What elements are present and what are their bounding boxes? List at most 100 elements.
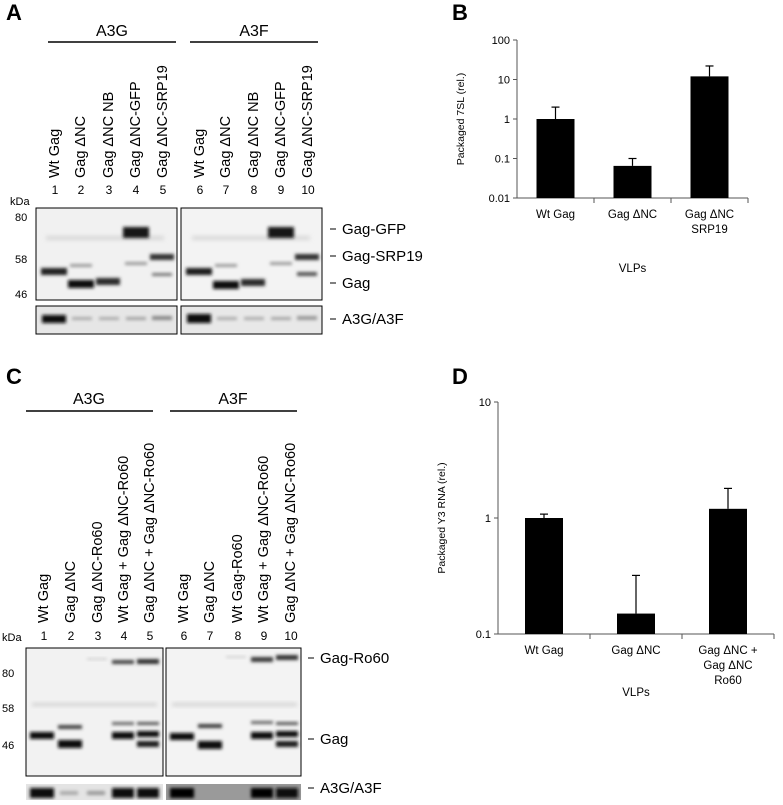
panel-letter-c: C	[6, 364, 22, 389]
marker-80-a: 80	[15, 212, 27, 224]
y-tick-label: 0.1	[476, 629, 491, 641]
category-label: Gag ΔNC	[703, 660, 752, 672]
marker-80-c: 80	[2, 668, 14, 680]
lane-number: 1	[41, 629, 48, 643]
lane-number: 8	[251, 183, 258, 197]
band-label-gag-gfp: Gag-GFP	[342, 221, 406, 238]
kda-label-a: kDa	[10, 196, 30, 208]
marker-46-c: 46	[2, 740, 14, 752]
y-tick-label: 0.01	[489, 193, 510, 205]
category-label: Wt Gag	[525, 645, 564, 657]
blot-c-left	[25, 647, 164, 777]
bar	[613, 165, 652, 198]
bands-a	[41, 227, 319, 323]
lane-label: Gag ΔNC	[63, 561, 79, 623]
band-label-gag-a: Gag	[342, 275, 370, 292]
y-tick-label: 1	[504, 114, 510, 126]
y-tick-label: 100	[492, 35, 510, 47]
lane-numbers-a: 1 2 3 4 5 6 7 8 9 10	[52, 183, 315, 197]
category-label: Gag ΔNC	[611, 645, 660, 657]
y-tick-label: 0.1	[495, 154, 510, 166]
lane-numbers-c: 1 2 3 4 5 6 7 8 9 10	[41, 629, 298, 643]
lane-label: Wt Gag-Ro60	[230, 534, 246, 623]
panel-d: D 0.1 1 10 Wt Gag Gag ΔNC Gag ΔNC + Gag ΔNC Ro6…	[436, 364, 775, 699]
lane-number: 10	[301, 183, 315, 197]
bands-c	[30, 655, 298, 798]
category-label: SRP19	[691, 224, 727, 236]
panel-c: C A3G A3F Wt Gag Gag ΔNC Gag ΔNC-Ro60 Wt Ga…	[2, 364, 389, 800]
group-label-a3f: A3F	[239, 23, 269, 40]
y-tick-label: 10	[479, 397, 491, 409]
y-tick-label: 1	[485, 513, 491, 525]
lane-label: Wt Gag	[192, 129, 208, 178]
band-label-gag-srp19: Gag-SRP19	[342, 248, 423, 265]
bar	[617, 613, 655, 634]
lane-number: 9	[261, 629, 268, 643]
bar	[536, 119, 575, 198]
lane-label: Gag ΔNC	[218, 116, 234, 178]
lane-number: 10	[284, 629, 298, 643]
group-label-a3g: A3G	[96, 23, 128, 40]
chart-b: 0.01 0.1 1 10 100 Wt Gag Gag ΔNC Gag ΔNC SRP19 Pa…	[455, 35, 749, 275]
panel-letter-a: A	[6, 0, 22, 25]
lane-label: Wt Gag	[47, 129, 63, 178]
lane-label: Wt Gag + Gag ΔNC-Ro60	[256, 456, 272, 623]
band-label-a3g-a3f-a: A3G/A3F	[342, 311, 404, 328]
lane-number: 5	[160, 183, 167, 197]
panel-letter-b: B	[452, 0, 468, 25]
lane-label: Gag ΔNC-GFP	[128, 81, 144, 178]
lane-label: Gag ΔNC-GFP	[273, 81, 289, 178]
y-axis-title: Packaged 7SL (rel.)	[455, 73, 467, 165]
chart-d: 0.1 1 10 Wt Gag Gag ΔNC Gag ΔNC + Gag ΔNC Ro60 P…	[436, 397, 775, 699]
bar	[690, 76, 729, 198]
lane-number: 6	[181, 629, 188, 643]
group-label-a3g-c: A3G	[73, 391, 105, 408]
lane-label: Gag ΔNC-SRP19	[155, 65, 171, 178]
marker-58-a: 58	[15, 254, 27, 266]
lane-label: Gag ΔNC	[73, 116, 89, 178]
panel-a: A A3G A3F Wt Gag Gag ΔNC Gag ΔNC NB Gag ΔNC…	[6, 0, 423, 335]
lane-number: 3	[95, 629, 102, 643]
lane-label: Wt Gag	[176, 574, 192, 623]
lane-number: 8	[235, 629, 242, 643]
lane-number: 7	[223, 183, 230, 197]
lane-number: 3	[106, 183, 113, 197]
panel-b: B 0.01 0.1 1 10 100 Wt Gag Gag ΔNC Gag ΔNC SRP19…	[452, 0, 749, 275]
lane-number: 1	[52, 183, 59, 197]
marker-58-c: 58	[2, 703, 14, 715]
lane-number: 2	[78, 183, 85, 197]
bar	[525, 518, 563, 634]
group-label-a3f-c: A3F	[218, 391, 248, 408]
category-label: Ro60	[714, 675, 742, 687]
lane-number: 4	[133, 183, 140, 197]
x-axis-title: VLPs	[619, 263, 647, 275]
lane-label: Wt Gag	[36, 574, 52, 623]
lane-labels-a: Wt Gag Gag ΔNC Gag ΔNC NB Gag ΔNC-GFP Gag ΔN…	[47, 65, 316, 178]
category-label: Gag ΔNC	[685, 209, 734, 221]
band-label-a3g-a3f-c: A3G/A3F	[320, 780, 382, 797]
bar	[709, 508, 747, 634]
category-label: Wt Gag	[536, 209, 575, 221]
blot-c-right	[165, 647, 302, 777]
x-axis-title: VLPs	[622, 687, 650, 699]
band-labels-c: Gag-Ro60 Gag A3G/A3F	[308, 650, 389, 797]
y-axis-title: Packaged Y3 RNA (rel.)	[436, 462, 448, 573]
lane-label: Wt Gag + Gag ΔNC-Ro60	[116, 456, 132, 623]
y-tick-label: 10	[498, 75, 510, 87]
kda-label-c: kDa	[2, 632, 22, 644]
lane-number: 2	[68, 629, 75, 643]
category-label: Gag ΔNC	[608, 209, 657, 221]
lane-label: Gag ΔNC NB	[101, 92, 117, 178]
lane-label: Gag ΔNC	[202, 561, 218, 623]
lane-number: 5	[147, 629, 154, 643]
lane-number: 7	[207, 629, 214, 643]
lane-label: Gag ΔNC + Gag ΔNC-Ro60	[142, 443, 158, 623]
lane-number: 4	[121, 629, 128, 643]
lane-label: Gag ΔNC NB	[246, 92, 262, 178]
band-labels-a: Gag-GFP Gag-SRP19 Gag A3G/A3F	[330, 221, 423, 328]
panel-letter-d: D	[452, 364, 468, 389]
lane-number: 6	[197, 183, 204, 197]
category-label: Gag ΔNC +	[698, 645, 757, 657]
lane-labels-c: Wt Gag Gag ΔNC Gag ΔNC-Ro60 Wt Gag + Gag ΔN…	[36, 443, 299, 623]
